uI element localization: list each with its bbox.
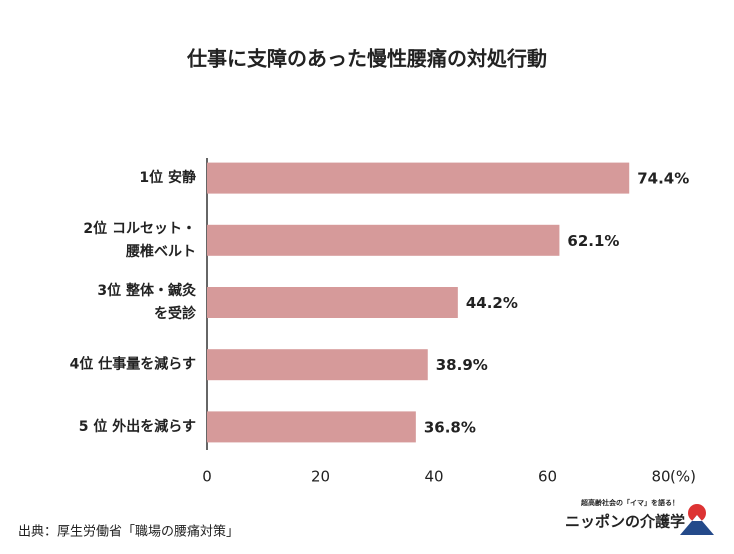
category-label: 2位 コルセット・ <box>83 220 196 237</box>
bar <box>207 162 630 194</box>
value-label: 62.1% <box>567 232 619 250</box>
value-label: 74.4% <box>637 170 689 188</box>
category-label: 腰椎ベルト <box>125 243 196 260</box>
category-label: を受診 <box>154 305 197 322</box>
x-tick-label: 20 <box>311 468 330 486</box>
category-label: 1位 安静 <box>139 169 196 186</box>
value-label: 36.8% <box>424 418 476 436</box>
x-tick-label: 40 <box>424 468 443 486</box>
bar <box>207 287 458 318</box>
category-label: 5 位 外出を減らす <box>79 418 196 435</box>
logo-tagline: 超高齢社会の「イマ」を語る！ <box>581 498 679 507</box>
source: 出典：厚生労働省「職場の腰痛対策」 <box>18 524 239 540</box>
value-label: 38.9% <box>436 356 488 374</box>
logo-name: ニッポンの介護学 <box>565 513 685 531</box>
chart-title: 仕事に支障のあった慢性腰痛の対処行動 <box>186 47 547 71</box>
category-label: 3位 整体・鍼灸 <box>97 282 196 299</box>
x-tick-label: 80 <box>651 468 670 486</box>
x-axis-unit: (%) <box>670 468 696 486</box>
logo-icon <box>680 504 714 535</box>
x-tick-label: 60 <box>538 468 557 486</box>
bar <box>207 411 416 443</box>
value-label: 44.2% <box>466 294 518 312</box>
x-tick-label: 0 <box>202 468 212 486</box>
category-label: 4位 仕事量を減らす <box>70 356 196 373</box>
bar <box>207 224 560 256</box>
bar <box>207 349 428 381</box>
